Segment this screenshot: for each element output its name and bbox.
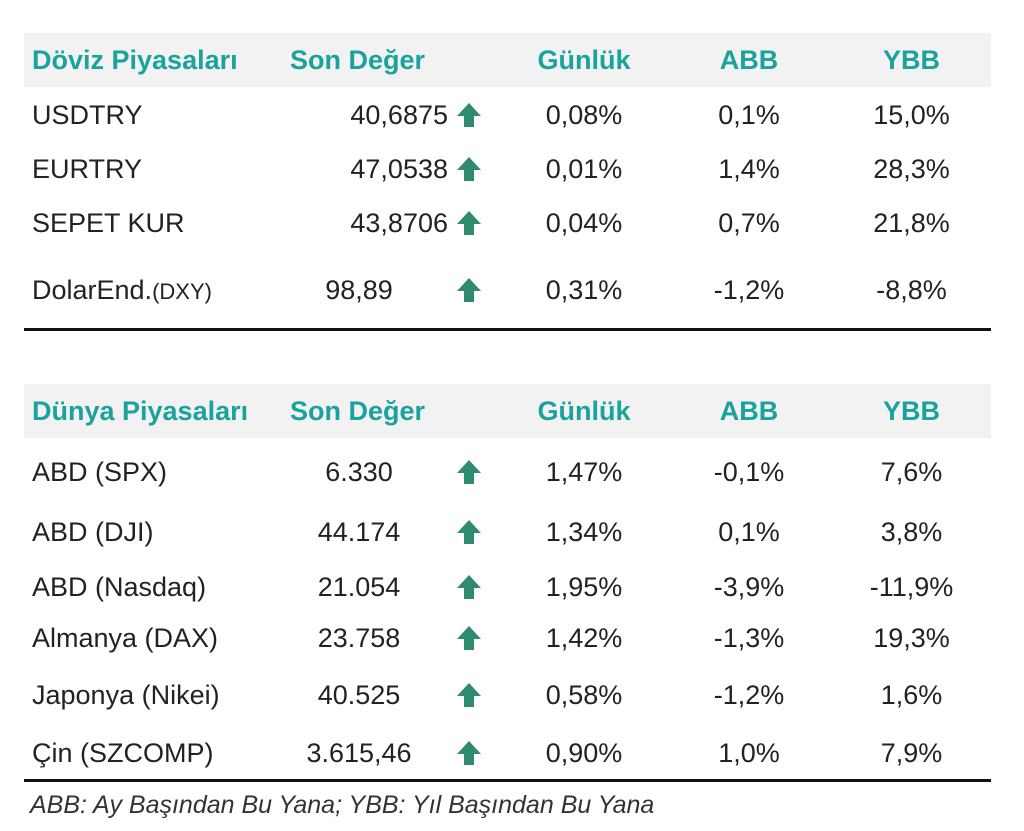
fx-header-daily: Günlük	[537, 45, 631, 75]
row-name: EURTRY	[32, 154, 143, 184]
row-daily: 0,31%	[545, 275, 623, 305]
row-daily: 0,58%	[545, 680, 623, 710]
arrow-up-icon	[452, 567, 486, 607]
arrow-up-icon	[452, 512, 486, 552]
row-name: ABD (SPX)	[32, 457, 168, 487]
row-name: DolarEnd.(DXY)	[32, 270, 212, 310]
row-value: 43,8706	[350, 208, 448, 238]
row-daily: 1,95%	[545, 572, 623, 602]
fx-header-ybb: YBB	[882, 45, 940, 75]
row-value: 40.525	[317, 680, 401, 710]
fx-header-value: Son Değer	[290, 45, 426, 75]
table-row: ABD (SPX) 6.330 1,47% -0,1% 7,6%	[24, 452, 991, 492]
row-ybb: -11,9%	[869, 572, 954, 602]
row-value: 47,0538	[350, 154, 448, 184]
row-abb: -1,3%	[713, 623, 785, 653]
row-daily: 0,01%	[545, 154, 623, 184]
row-abb: -3,9%	[713, 572, 785, 602]
row-name: Almanya (DAX)	[32, 623, 219, 653]
row-daily: 1,34%	[545, 517, 623, 547]
world-header-value: Son Değer	[290, 396, 426, 426]
row-ybb: 15,0%	[873, 100, 950, 130]
row-ybb: 28,3%	[873, 154, 950, 184]
row-ybb: 21,8%	[873, 208, 950, 238]
table-row: Almanya (DAX) 23.758 1,42% -1,3% 19,3%	[24, 618, 991, 658]
fx-header-name: Döviz Piyasaları	[32, 45, 238, 75]
world-header-name: Dünya Piyasaları	[32, 396, 249, 426]
world-header-ybb: YBB	[882, 396, 940, 426]
row-value: 44.174	[317, 517, 401, 547]
row-daily: 0,90%	[545, 738, 623, 768]
row-abb: -1,2%	[713, 275, 785, 305]
row-daily: 0,08%	[545, 100, 623, 130]
arrow-up-icon	[452, 203, 486, 243]
row-ybb: 3,8%	[880, 517, 943, 547]
row-daily: 0,04%	[545, 208, 623, 238]
row-name-suffix: (DXY)	[152, 279, 212, 304]
table-row: Çin (SZCOMP) 3.615,46 0,90% 1,0% 7,9%	[24, 733, 991, 773]
table-row: DolarEnd.(DXY) 98,89 0,31% -1,2% -8,8%	[24, 270, 991, 310]
table-row: EURTRY 47,0538 0,01% 1,4% 28,3%	[24, 149, 991, 189]
row-value: 40,6875	[350, 100, 448, 130]
row-ybb: 1,6%	[880, 680, 943, 710]
table-row: SEPET KUR 43,8706 0,04% 0,7% 21,8%	[24, 203, 991, 243]
world-markets-table: Dünya Piyasaları Son Değer Günlük ABB YB…	[24, 384, 991, 782]
world-header-row: Dünya Piyasaları Son Değer Günlük ABB YB…	[24, 384, 991, 438]
table-row: ABD (DJI) 44.174 1,34% 0,1% 3,8%	[24, 512, 991, 552]
table-bottom-rule	[24, 328, 991, 331]
arrow-up-icon	[452, 452, 486, 492]
fx-header-row: Döviz Piyasaları Son Değer Günlük ABB YB…	[24, 33, 991, 87]
row-name: SEPET KUR	[32, 208, 185, 238]
row-ybb: 19,3%	[873, 623, 950, 653]
row-abb: -1,2%	[713, 680, 785, 710]
arrow-up-icon	[452, 618, 486, 658]
arrow-up-icon	[452, 733, 486, 773]
row-value: 6.330	[325, 457, 393, 487]
row-name-main: DolarEnd.	[32, 275, 153, 305]
row-abb: 0,1%	[718, 517, 780, 547]
row-value: 21.054	[317, 572, 401, 602]
row-ybb: 7,6%	[880, 457, 943, 487]
row-daily: 1,47%	[545, 457, 623, 487]
row-abb: -0,1%	[713, 457, 785, 487]
table-row: Japonya (Nikei) 40.525 0,58% -1,2% 1,6%	[24, 675, 991, 715]
row-abb: 0,7%	[718, 208, 780, 238]
arrow-up-icon	[452, 270, 486, 310]
row-abb: 1,4%	[718, 154, 780, 184]
arrow-up-icon	[452, 675, 486, 715]
footnote: ABB: Ay Başından Bu Yana; YBB: Yıl Başın…	[30, 791, 655, 819]
row-ybb: 7,9%	[880, 738, 943, 768]
row-abb: 1,0%	[718, 738, 780, 768]
row-name: USDTRY	[32, 100, 143, 130]
row-ybb: -8,8%	[876, 275, 947, 305]
row-name: Çin (SZCOMP)	[32, 738, 214, 768]
row-name: ABD (DJI)	[32, 517, 154, 547]
arrow-up-icon	[452, 95, 486, 135]
row-name: Japonya (Nikei)	[32, 680, 220, 710]
row-name: ABD (Nasdaq)	[32, 572, 207, 602]
world-header-abb: ABB	[719, 396, 779, 426]
row-value: 98,89	[325, 275, 393, 305]
table-row: USDTRY 40,6875 0,08% 0,1% 15,0%	[24, 95, 991, 135]
fx-markets-table: Döviz Piyasaları Son Değer Günlük ABB YB…	[24, 33, 991, 331]
row-value: 23.758	[317, 623, 401, 653]
fx-header-abb: ABB	[719, 45, 779, 75]
arrow-up-icon	[452, 149, 486, 189]
row-daily: 1,42%	[545, 623, 623, 653]
table-bottom-rule	[24, 779, 991, 782]
row-abb: 0,1%	[718, 100, 780, 130]
row-value: 3.615,46	[306, 738, 412, 768]
world-header-daily: Günlük	[537, 396, 631, 426]
table-row: ABD (Nasdaq) 21.054 1,95% -3,9% -11,9%	[24, 567, 991, 607]
